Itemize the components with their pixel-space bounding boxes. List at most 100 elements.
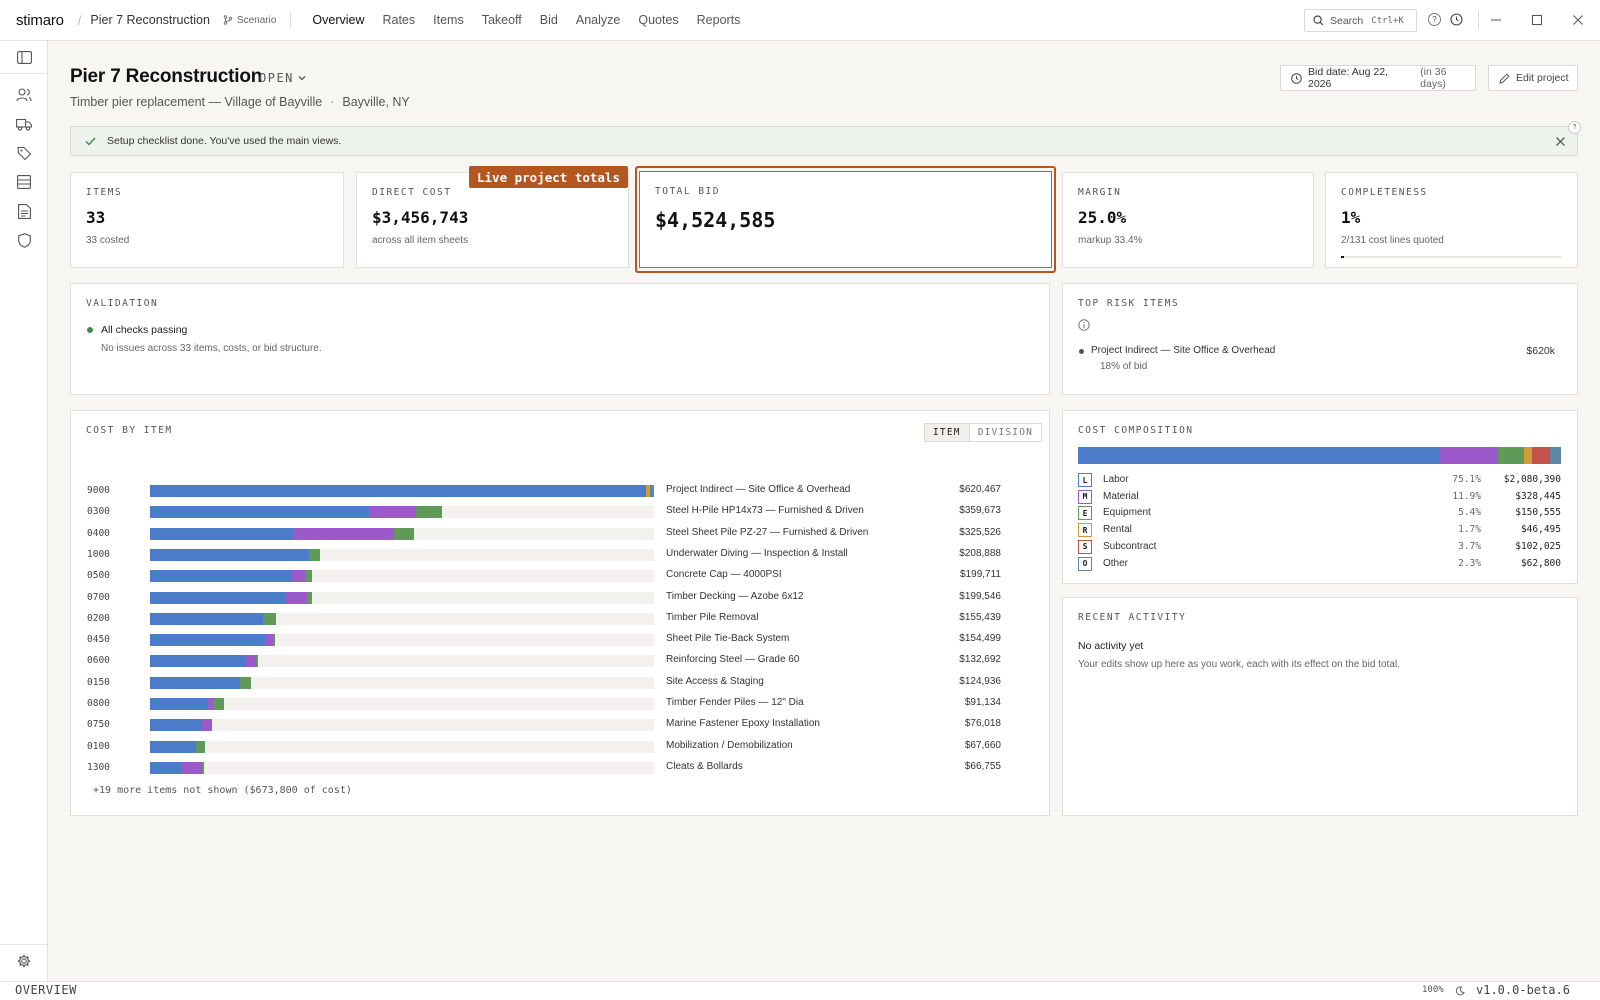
cost-bar (150, 527, 654, 540)
table-row[interactable]: 0500 Concrete Cap — 4000PSI $199,711 (71, 569, 1031, 583)
cost-composition-card: COST COMPOSITION L Labor 75.1% $2,080,390 M M… (1062, 410, 1578, 584)
zoom-level[interactable]: 100% (1422, 985, 1444, 995)
table-row[interactable]: 0400 Steel Sheet Pile PZ-27 — Furnished &… (71, 527, 1031, 541)
table-row[interactable]: 0100 Mobilization / Demobilization $67,660 (71, 740, 1031, 754)
cost-bar (150, 506, 654, 519)
edit-project-label: Edit project (1516, 72, 1569, 84)
cost-bar-segment (306, 591, 313, 604)
sidebar-divider (0, 73, 48, 74)
cost-type-badge: E (1078, 506, 1092, 521)
nav-takeoff[interactable]: Takeoff (481, 13, 522, 27)
project-description: Timber pier replacement — Village of Bay… (70, 95, 323, 109)
maximize-icon[interactable] (1529, 12, 1545, 28)
table-row[interactable]: 1000 Underwater Diving — Inspection & Ins… (71, 548, 1031, 562)
margin-value: 25.0% (1078, 208, 1127, 227)
table-row[interactable]: 0600 Reinforcing Steel — Grade 60 $132,692 (71, 654, 1031, 668)
help-icon[interactable]: ? (1428, 13, 1441, 26)
table-row[interactable]: 0450 Sheet Pile Tie-Back System $154,499 (71, 633, 1031, 647)
clock-icon[interactable] (1450, 13, 1463, 26)
risk-item-name[interactable]: Project Indirect — Site Office & Overhea… (1091, 345, 1276, 356)
gear-icon[interactable] (16, 953, 32, 969)
cost-bar-segment (201, 719, 212, 732)
project-subtitle: Timber pier replacement — Village of Bay… (70, 95, 410, 109)
cost-type-name: Subcontract (1103, 540, 1157, 552)
document-icon[interactable] (16, 203, 32, 219)
cost-bar-segment (150, 591, 286, 604)
table-row[interactable]: 0750 Marine Fastener Epoxy Installation $7… (71, 718, 1031, 732)
cost-type-amount: $2,080,390 (1503, 474, 1561, 485)
table-row[interactable]: 9000 Project Indirect — Site Office & Ove… (71, 484, 1031, 498)
composition-segment (1440, 447, 1498, 464)
item-amount: $124,936 (959, 675, 1001, 687)
toggle-item[interactable]: ITEM (925, 424, 970, 441)
tags-icon[interactable] (16, 145, 32, 161)
close-window-icon[interactable] (1570, 12, 1586, 28)
completeness-label: COMPLETENESS (1341, 187, 1428, 198)
shield-icon[interactable] (16, 232, 32, 248)
item-code: 0200 (87, 612, 110, 624)
check-icon (85, 137, 96, 146)
cost-type-amount: $328,445 (1515, 490, 1561, 502)
toggle-sidebar-icon[interactable] (16, 49, 32, 65)
bid-date-relative: (in 36 days) (1420, 66, 1447, 90)
item-name: Timber Decking — Azobe 6x12 (666, 590, 804, 602)
breadcrumb-project[interactable]: Pier 7 Reconstruction (90, 13, 210, 27)
nav-rates[interactable]: Rates (382, 13, 416, 27)
composition-segment (1523, 447, 1532, 464)
cost-bar-segment (150, 655, 246, 668)
legend-row: S Subcontract 3.7% $102,025 (1078, 539, 1561, 554)
item-name: Reinforcing Steel — Grade 60 (666, 654, 800, 666)
cost-bar-segment (240, 676, 252, 689)
close-icon[interactable] (1553, 134, 1567, 148)
toggle-division[interactable]: DIVISION (977, 427, 1034, 438)
item-code: 0100 (87, 740, 110, 752)
table-row[interactable]: 1300 Cleats & Bollards $66,755 (71, 761, 1031, 775)
table-row[interactable]: 0150 Site Access & Staging $124,936 (71, 676, 1031, 690)
item-name: Cleats & Bollards (666, 760, 743, 772)
cost-bar (150, 591, 654, 604)
edit-project-button[interactable]: Edit project (1488, 65, 1578, 91)
cost-bar (150, 719, 654, 732)
scenario-switch[interactable]: Scenario (223, 15, 276, 26)
nav-divider (290, 11, 292, 29)
nav-quotes[interactable]: Quotes (638, 13, 679, 27)
truck-icon[interactable] (16, 116, 32, 132)
item-name: Project Indirect — Site Office & Overhea… (666, 484, 851, 495)
search-button[interactable]: Search Ctrl+K (1304, 9, 1417, 32)
table-row[interactable]: 0200 Timber Pile Removal $155,439 (71, 612, 1031, 626)
item-amount: $199,546 (959, 590, 1001, 602)
nav-analyze[interactable]: Analyze (575, 13, 621, 27)
validation-label: VALIDATION (86, 298, 159, 309)
banner-help-icon[interactable]: ? (1568, 121, 1581, 134)
minimize-icon[interactable] (1488, 12, 1504, 28)
project-status-dropdown[interactable]: OPEN (259, 71, 306, 85)
info-icon[interactable] (1078, 319, 1090, 331)
nav-items[interactable]: Items (433, 13, 464, 27)
nav-bid[interactable]: Bid (539, 13, 558, 27)
nav-overview[interactable]: Overview (312, 13, 365, 27)
bid-date-button[interactable]: Bid date: Aug 22, 2026 (in 36 days) (1280, 65, 1476, 91)
item-amount: $66,755 (964, 760, 1001, 772)
item-amount: $155,439 (959, 611, 1001, 623)
database-icon[interactable] (16, 174, 32, 190)
item-name: Sheet Pile Tie-Back System (666, 633, 790, 645)
direct-cost-value: $3,456,743 (372, 208, 469, 227)
pencil-icon (1499, 72, 1510, 84)
banner-text: Setup checklist done. You've used the ma… (107, 135, 342, 147)
table-row[interactable]: 0800 Timber Fender Piles — 12" Dia $91,134 (71, 697, 1031, 711)
margin-sub: markup 33.4% (1078, 235, 1143, 246)
app-logo[interactable]: stimaro (16, 11, 64, 29)
cost-bar (150, 676, 654, 689)
cost-type-pct: 11.9% (1452, 490, 1481, 502)
completeness-sub: 2/131 cost lines quoted (1341, 235, 1444, 246)
item-code: 9000 (87, 485, 110, 496)
nav-reports[interactable]: Reports (696, 13, 741, 27)
project-location: Bayville, NY (342, 95, 410, 109)
item-amount: $132,692 (959, 654, 1001, 666)
table-row[interactable]: 0700 Timber Decking — Azobe 6x12 $199,546 (71, 591, 1031, 605)
table-row[interactable]: 0300 Steel H-Pile HP14x73 — Furnished & D… (71, 505, 1031, 519)
theme-icon[interactable] (1455, 986, 1465, 996)
project-status: OPEN (259, 71, 294, 85)
users-icon[interactable] (16, 87, 32, 103)
risk-item-value: $620k (1526, 345, 1555, 357)
